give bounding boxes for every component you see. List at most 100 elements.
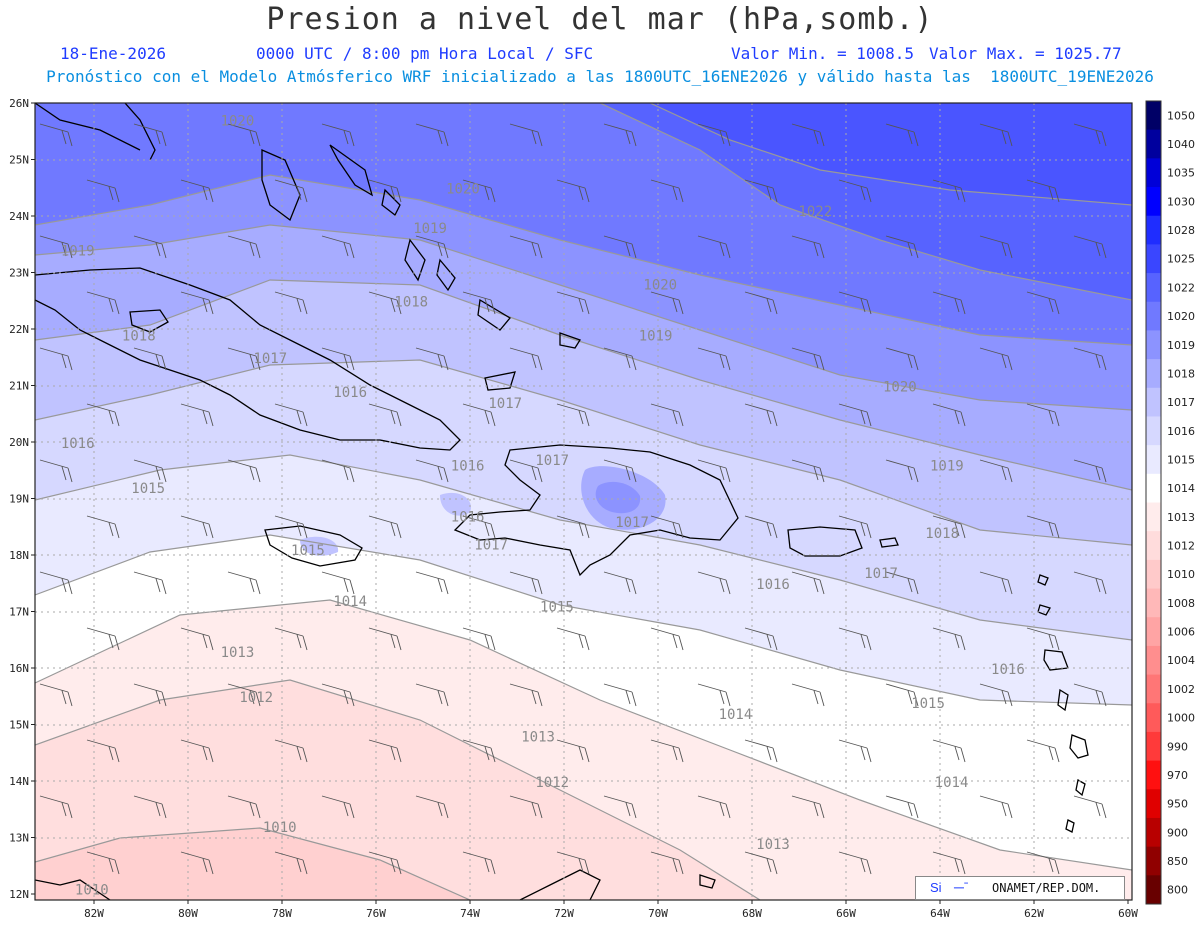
lat-label: 13N bbox=[9, 832, 29, 845]
wind-barb bbox=[603, 683, 637, 707]
colorbar-swatch bbox=[1146, 559, 1161, 590]
colorbar-label: 1017 bbox=[1167, 396, 1195, 409]
lat-label: 17N bbox=[9, 606, 29, 619]
florida-keys bbox=[35, 103, 141, 151]
wind-barb bbox=[321, 571, 355, 595]
lat-label: 15N bbox=[9, 719, 29, 732]
colorbar-swatch bbox=[1146, 129, 1161, 159]
wind-barb bbox=[650, 179, 684, 203]
colorbar-swatch bbox=[1146, 359, 1161, 389]
wind-barb bbox=[39, 347, 73, 371]
isobar-label: 1015 bbox=[911, 696, 945, 712]
wind-barb bbox=[415, 571, 449, 595]
colorbar-label: 1020 bbox=[1167, 310, 1195, 323]
wind-barb bbox=[133, 683, 167, 707]
wind-barb bbox=[1073, 235, 1107, 259]
guadeloupe bbox=[1043, 649, 1069, 671]
colorbar-label: 1016 bbox=[1167, 425, 1195, 438]
wind-barb bbox=[509, 347, 543, 371]
isobar-label: 1010 bbox=[263, 820, 297, 836]
lon-label: 72W bbox=[554, 907, 574, 920]
wind-barb bbox=[979, 571, 1013, 595]
isobar-label: 1015 bbox=[291, 543, 325, 559]
wind-barb bbox=[227, 347, 261, 371]
colorbar-label: 1014 bbox=[1167, 482, 1195, 495]
colorbar-swatch bbox=[1146, 187, 1161, 217]
forecast-description: Pronóstico con el Modelo Atmósferico WRF… bbox=[46, 67, 1154, 86]
wind-barb bbox=[697, 795, 731, 819]
wind-barb bbox=[744, 851, 778, 875]
wind-barb bbox=[462, 627, 496, 651]
isobar-label: 1019 bbox=[61, 244, 95, 260]
lat-label: 25N bbox=[9, 154, 29, 167]
lon-label: 70W bbox=[648, 907, 668, 920]
wind-barb bbox=[744, 403, 778, 427]
wind-barb bbox=[86, 627, 120, 651]
wind-barb bbox=[133, 123, 167, 147]
wind-barb bbox=[932, 739, 966, 763]
colorbar-label: 1019 bbox=[1167, 339, 1195, 352]
wind-barb bbox=[932, 515, 966, 539]
isobar-label: 1018 bbox=[925, 526, 959, 542]
florida-tip bbox=[124, 103, 156, 161]
wind-barb bbox=[697, 123, 731, 147]
wind-barb bbox=[979, 459, 1013, 483]
wind-barb bbox=[603, 235, 637, 259]
wind-barb bbox=[650, 403, 684, 427]
isobar-label: 1016 bbox=[451, 509, 485, 525]
wind-barb bbox=[462, 403, 496, 427]
colorbar-swatch bbox=[1146, 731, 1161, 762]
wind-barb bbox=[321, 347, 355, 371]
wind-barb bbox=[932, 403, 966, 427]
min-value: Valor Min. = 1008.5 bbox=[731, 44, 915, 63]
lat-label: 26N bbox=[9, 97, 29, 110]
wind-barb bbox=[932, 851, 966, 875]
wind-barb bbox=[744, 179, 778, 203]
isobar-label: 1019 bbox=[413, 221, 447, 237]
isobar-label: 1014 bbox=[333, 594, 367, 610]
map-frame bbox=[34, 102, 1133, 901]
st-lucia bbox=[1075, 778, 1086, 797]
lon-label: 80W bbox=[178, 907, 198, 920]
wind-barb bbox=[415, 683, 449, 707]
wind-barb bbox=[556, 179, 590, 203]
wind-speed-label: Si bbox=[930, 880, 942, 895]
lon-label: 60W bbox=[1118, 907, 1138, 920]
lon-label: 78W bbox=[272, 907, 292, 920]
wind-barb bbox=[368, 739, 402, 763]
wind-barb bbox=[180, 739, 214, 763]
colorbar-swatch bbox=[1146, 703, 1161, 733]
wind-barb bbox=[979, 123, 1013, 147]
wind-barb bbox=[744, 515, 778, 539]
contour-labels: 1020 1020 1019 1019 1018 1018 1017 1016 1016 1022… bbox=[61, 114, 1025, 899]
wind-barb bbox=[932, 291, 966, 315]
wind-barb bbox=[180, 627, 214, 651]
wind-barb bbox=[603, 459, 637, 483]
colorbar-swatch bbox=[1146, 301, 1161, 331]
wind-barb bbox=[227, 123, 261, 147]
wind-barb bbox=[274, 515, 308, 539]
colorbar-label: 1004 bbox=[1167, 654, 1195, 667]
colorbar-label: 970 bbox=[1167, 769, 1188, 782]
wind-barb bbox=[1026, 515, 1060, 539]
isobar-label: 1015 bbox=[131, 481, 165, 497]
wind-barb bbox=[791, 235, 825, 259]
isobar-label: 1014 bbox=[719, 707, 753, 723]
wind-barb bbox=[1026, 851, 1060, 875]
isobar-label: 1017 bbox=[488, 396, 522, 412]
colorbar-swatch bbox=[1146, 416, 1161, 446]
colorbar-label: 1006 bbox=[1167, 626, 1195, 639]
lon-label: 66W bbox=[836, 907, 856, 920]
wind-barb bbox=[227, 459, 261, 483]
colorbar-swatch bbox=[1146, 330, 1161, 360]
wind-barb bbox=[697, 571, 731, 595]
lon-label: 82W bbox=[84, 907, 104, 920]
max-value: Valor Max. = 1025.77 bbox=[929, 44, 1122, 63]
colorbar-label: 1028 bbox=[1167, 224, 1195, 237]
lat-label: 23N bbox=[9, 267, 29, 280]
bahamas-5 bbox=[477, 298, 511, 331]
wind-barb bbox=[838, 403, 872, 427]
wind-barb bbox=[227, 235, 261, 259]
wind-barb bbox=[274, 739, 308, 763]
colorbar-label: 800 bbox=[1167, 884, 1188, 897]
